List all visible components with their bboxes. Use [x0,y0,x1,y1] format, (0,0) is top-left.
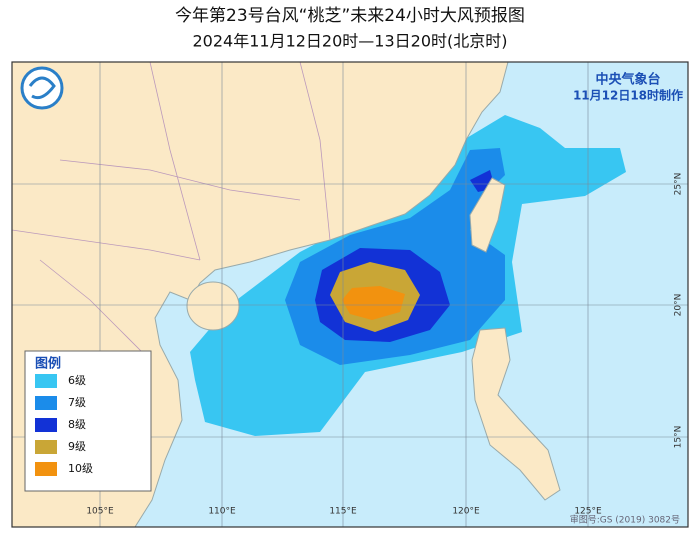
longitude-label: 115°E [329,507,357,517]
legend-swatch [35,418,57,432]
map-frame [11,61,689,528]
longitude-label: 120°E [452,507,480,517]
logo [20,66,64,110]
title: 今年第23号台风“桃芝”未来24小时大风预报图 [175,6,525,26]
hainan [186,281,240,331]
subtitle: 2024年11月12日20时—13日20时(北京时) [192,32,507,51]
legend: 图例 6级 7级 8级 9级 10级 [24,350,152,492]
latitude-labels: 25°N 20°N 15°N [674,173,684,449]
longitude-label: 105°E [86,507,114,517]
legend-label: 8级 [68,418,86,431]
wind-10 [342,286,405,320]
map-approval: 审图号:GS (2019) 3082号 [570,514,680,526]
longitude-label: 110°E [208,507,236,517]
agency: 中央气象台 [595,72,660,88]
latitude-label: 15°N [674,426,684,449]
latitude-label: 25°N [674,173,684,196]
legend-label: 9级 [68,440,86,453]
longitude-label: 125°E [574,507,602,517]
issue-time: 11月12日18时制作 [573,88,683,103]
legend-label: 6级 [68,374,86,387]
latitude-label: 20°N [674,294,684,317]
legend-label: 7级 [68,396,86,409]
legend-swatch [35,396,57,410]
legend-swatch [35,374,57,388]
legend-swatch [35,462,57,476]
graticule [12,62,688,527]
legend-label: 10级 [68,462,93,475]
legend-swatch [35,440,57,454]
legend-title: 图例 [35,356,61,372]
luzon [471,327,561,501]
taiwan [469,177,506,253]
borders [12,62,331,361]
longitude-labels: 105°E 110°E 115°E 120°E 125°E [86,507,602,517]
